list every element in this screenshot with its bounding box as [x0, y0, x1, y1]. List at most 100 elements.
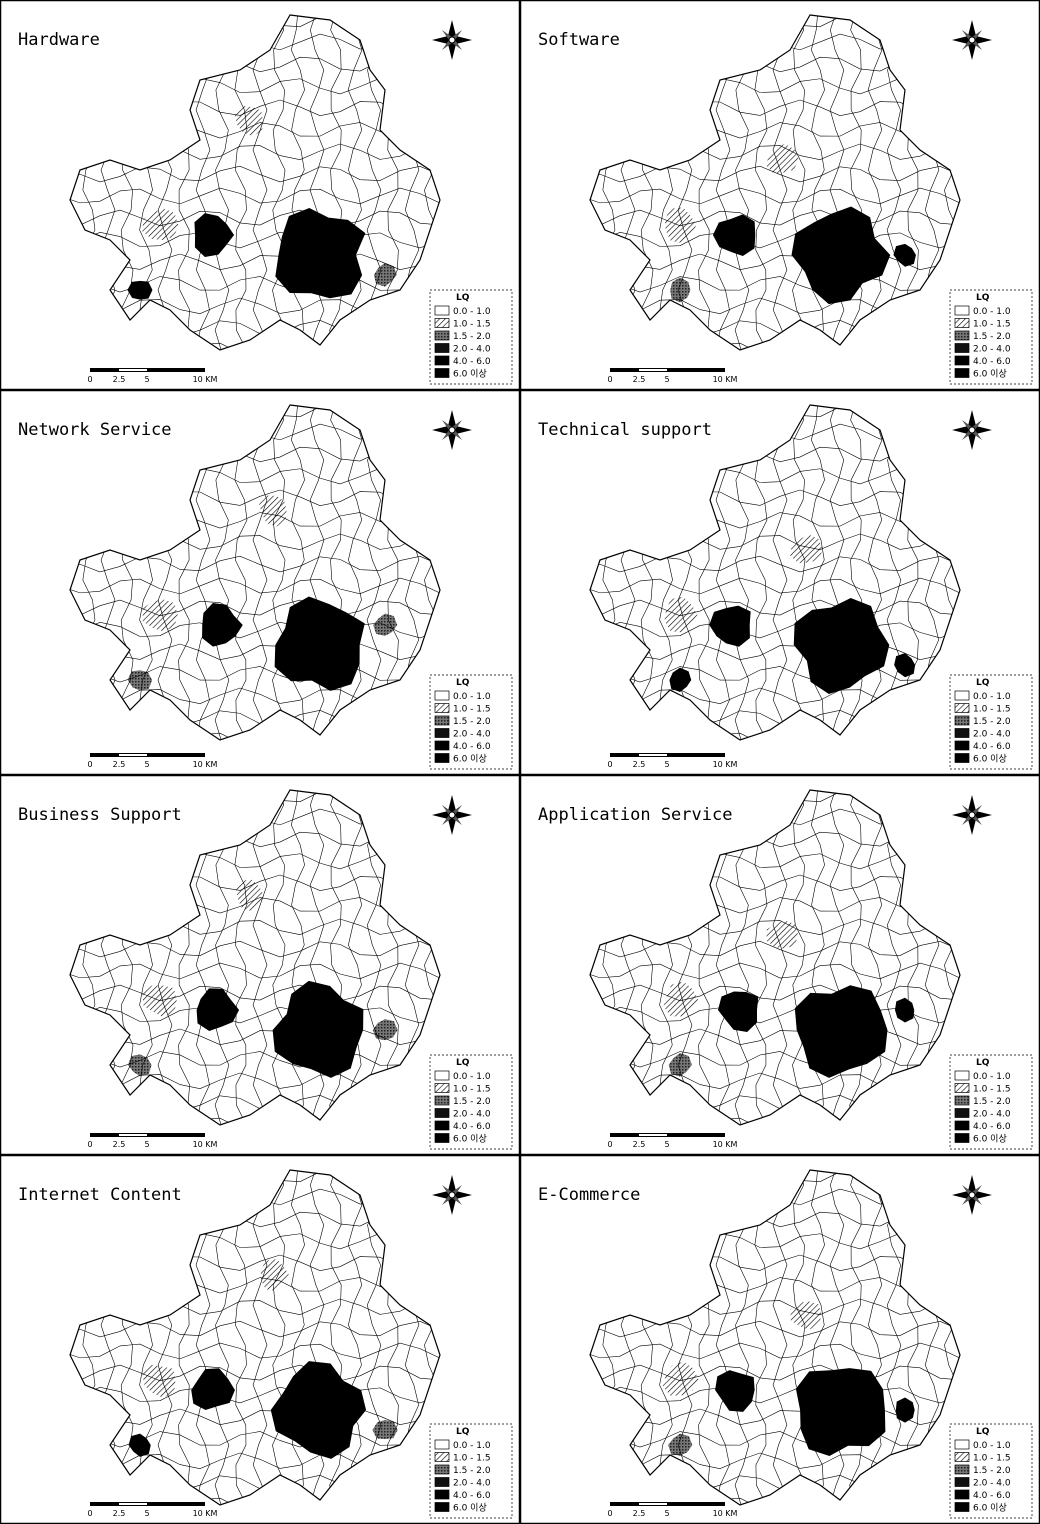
legend-label: 2.0 - 4.0 — [453, 1110, 491, 1120]
legend-swatch — [435, 704, 449, 713]
legend-label: 1.0 - 1.5 — [453, 1454, 491, 1464]
legend-swatch — [435, 1490, 449, 1499]
district-map — [60, 400, 440, 748]
legend-label: 6.0 이상 — [973, 754, 1007, 765]
compass — [432, 795, 472, 835]
scale-label: 0 — [87, 375, 92, 384]
legend-swatch — [955, 716, 969, 725]
legend-swatch — [435, 716, 449, 725]
scale-label: 10 KM — [713, 1509, 738, 1518]
legend-label: 0.0 - 1.0 — [973, 1441, 1011, 1451]
map-panel: Application ServiceLQ0.0 - 1.01.0 - 1.51… — [521, 776, 1040, 1155]
legend-label: 2.0 - 4.0 — [973, 1110, 1011, 1120]
legend-label: 1.5 - 2.0 — [973, 332, 1011, 342]
scale-bar — [610, 368, 725, 372]
panel-title: Internet Content — [18, 1185, 182, 1205]
legend-swatch — [955, 691, 969, 700]
panel-title: Hardware — [18, 30, 100, 50]
legend-swatch — [955, 1084, 969, 1093]
legend-label: 1.5 - 2.0 — [973, 717, 1011, 727]
scale-label: 0 — [607, 1140, 612, 1149]
legend-label: 1.0 - 1.5 — [973, 1085, 1011, 1095]
legend-swatch — [435, 1121, 449, 1130]
scale-label: 5 — [664, 760, 669, 769]
legend-swatch — [955, 1453, 969, 1462]
legend-title: LQ — [456, 293, 470, 303]
legend-label: 0.0 - 1.0 — [453, 307, 491, 317]
legend-swatch — [435, 741, 449, 750]
scale-label: 2.5 — [633, 1140, 646, 1149]
panel-title: E-Commerce — [538, 1185, 640, 1205]
legend-swatch — [955, 704, 969, 713]
scale-label: 2.5 — [633, 375, 646, 384]
map-panel: E-CommerceLQ0.0 - 1.01.0 - 1.51.5 - 2.02… — [521, 1156, 1040, 1524]
scale-label: 0 — [87, 760, 92, 769]
compass — [432, 410, 472, 450]
legend-label: 1.0 - 1.5 — [973, 1454, 1011, 1464]
legend-swatch — [955, 1465, 969, 1474]
legend-label: 0.0 - 1.0 — [453, 1072, 491, 1082]
scale-label: 10 KM — [193, 760, 218, 769]
legend-swatch — [955, 1503, 969, 1512]
legend-label: 4.0 - 6.0 — [453, 1122, 491, 1132]
scale-bar — [90, 1133, 205, 1137]
scale-label: 10 KM — [713, 760, 738, 769]
legend-title: LQ — [976, 1058, 990, 1068]
legend-swatch — [435, 356, 449, 365]
legend-title: LQ — [456, 1058, 470, 1068]
legend-swatch — [955, 356, 969, 365]
legend-swatch — [435, 1453, 449, 1462]
scale-label: 0 — [607, 1509, 612, 1518]
legend-label: 4.0 - 6.0 — [453, 1491, 491, 1501]
scale-label: 0 — [607, 760, 612, 769]
legend-swatch — [435, 1096, 449, 1105]
legend-swatch — [955, 331, 969, 340]
legend-swatch — [955, 369, 969, 378]
legend-swatch — [955, 754, 969, 763]
legend-label: 2.0 - 4.0 — [453, 345, 491, 355]
legend-swatch — [435, 1440, 449, 1449]
legend-label: 1.5 - 2.0 — [453, 332, 491, 342]
district-map — [60, 785, 440, 1133]
legend-swatch — [435, 729, 449, 738]
map-panel: SoftwareLQ0.0 - 1.01.0 - 1.51.5 - 2.02.0… — [521, 1, 1040, 390]
legend-label: 1.5 - 2.0 — [453, 1466, 491, 1476]
panel-title: Network Service — [18, 420, 172, 440]
legend-swatch — [955, 741, 969, 750]
legend-label: 2.0 - 4.0 — [973, 1479, 1011, 1489]
legend-swatch — [955, 344, 969, 353]
scale-label: 5 — [664, 375, 669, 384]
scale-bar — [610, 753, 725, 757]
scale-label: 2.5 — [633, 760, 646, 769]
scale-label: 2.5 — [633, 1509, 646, 1518]
compass — [952, 1175, 992, 1215]
legend-label: 1.5 - 2.0 — [453, 1097, 491, 1107]
legend-swatch — [435, 1134, 449, 1143]
legend-label: 0.0 - 1.0 — [973, 307, 1011, 317]
legend-label: 4.0 - 6.0 — [973, 1122, 1011, 1132]
legend-label: 4.0 - 6.0 — [973, 357, 1011, 367]
scale-label: 10 KM — [193, 1509, 218, 1518]
legend-title: LQ — [976, 293, 990, 303]
legend-label: 6.0 이상 — [453, 1503, 487, 1514]
scale-label: 10 KM — [713, 1140, 738, 1149]
panel-title: Application Service — [538, 805, 732, 825]
legend-swatch — [435, 1465, 449, 1474]
scale-label: 5 — [664, 1509, 669, 1518]
legend-label: 6.0 이상 — [453, 1134, 487, 1145]
scale-label: 0 — [607, 375, 612, 384]
legend-label: 4.0 - 6.0 — [973, 742, 1011, 752]
map-panel: Business SupportLQ0.0 - 1.01.0 - 1.51.5 … — [1, 776, 520, 1155]
legend-label: 0.0 - 1.0 — [453, 1441, 491, 1451]
legend-label: 2.0 - 4.0 — [973, 345, 1011, 355]
scale-label: 5 — [144, 375, 149, 384]
legend-label: 2.0 - 4.0 — [973, 730, 1011, 740]
district-map — [580, 1165, 960, 1513]
legend-label: 1.0 - 1.5 — [453, 320, 491, 330]
legend-label: 1.0 - 1.5 — [453, 1085, 491, 1095]
legend-swatch — [435, 1109, 449, 1118]
compass — [952, 20, 992, 60]
panel-title: Technical support — [538, 420, 712, 440]
scale-label: 5 — [144, 1140, 149, 1149]
